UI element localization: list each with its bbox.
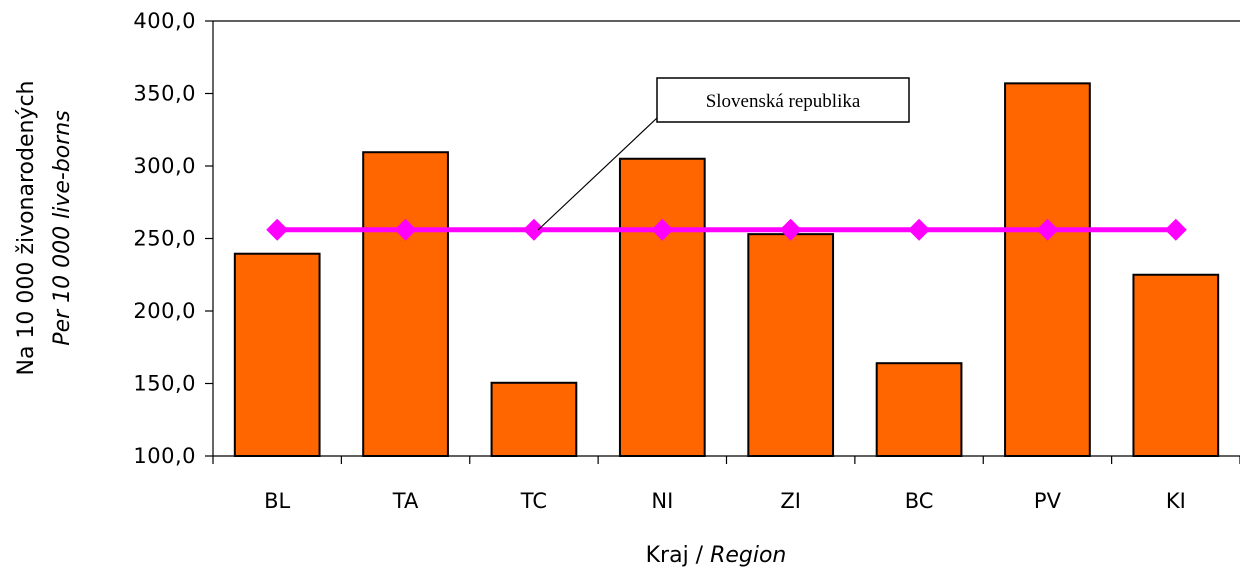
x-axis-title-italic: Region <box>710 543 786 568</box>
line-point-zi <box>779 218 802 241</box>
line-point-tc <box>522 218 545 241</box>
annotation-layer: Slovenská republika <box>537 77 910 231</box>
line-series-layer <box>266 218 1187 241</box>
y-axis-title-italic: Per 10 000 live-borns <box>50 110 75 345</box>
bar-ki <box>1132 273 1220 457</box>
x-tick-label: TA <box>392 489 419 513</box>
bar-bc <box>875 362 963 458</box>
bar-pv <box>1004 82 1091 457</box>
bars-layer <box>233 82 1220 458</box>
y-axis-title: Na 10 000 živonarodených <box>14 81 39 376</box>
y-tick-label: 250,0 <box>133 227 196 251</box>
line-point-ki <box>1164 218 1187 241</box>
x-tick-label: NI <box>651 489 673 513</box>
x-tick-label: BC <box>905 489 934 513</box>
line-point-bc <box>908 218 931 241</box>
x-tick-label: BL <box>264 489 290 513</box>
x-axis-title: Kraj / Region <box>646 543 787 568</box>
y-tick-label: 200,0 <box>133 299 196 323</box>
x-tick-label: PV <box>1034 489 1062 513</box>
line-point-ni <box>651 218 674 241</box>
annotation-box <box>656 77 910 123</box>
bar-ni <box>618 157 706 457</box>
y-tick-label: 150,0 <box>133 372 196 396</box>
y-tick-label: 350,0 <box>133 82 196 106</box>
annotation-leader-line <box>537 117 658 231</box>
labels-layer: Na 10 000 živonarodených Per 10 000 live… <box>14 81 786 569</box>
line-point-pv <box>1036 218 1059 241</box>
annotation-text: Slovenská republika <box>706 91 861 112</box>
x-tick-label: ZI <box>780 489 801 513</box>
y-tick-label: 100,0 <box>133 444 196 468</box>
y-tick-label: 400,0 <box>133 9 196 33</box>
bar-tc <box>490 381 578 457</box>
line-point-bl <box>266 218 289 241</box>
y-tick-label: 300,0 <box>133 154 196 178</box>
x-tick-label: TC <box>520 489 547 513</box>
bar-ta <box>362 151 449 457</box>
bar-bl <box>233 252 321 457</box>
line-point-ta <box>394 218 417 241</box>
axes-layer: 100,0 150,0 200,0 250,0 300,0 350,0 400,0 BL TA T… <box>133 9 1240 513</box>
bar-zi <box>747 233 835 457</box>
x-tick-label: KI <box>1166 489 1186 513</box>
x-axis-title-main: Kraj / <box>646 543 710 568</box>
